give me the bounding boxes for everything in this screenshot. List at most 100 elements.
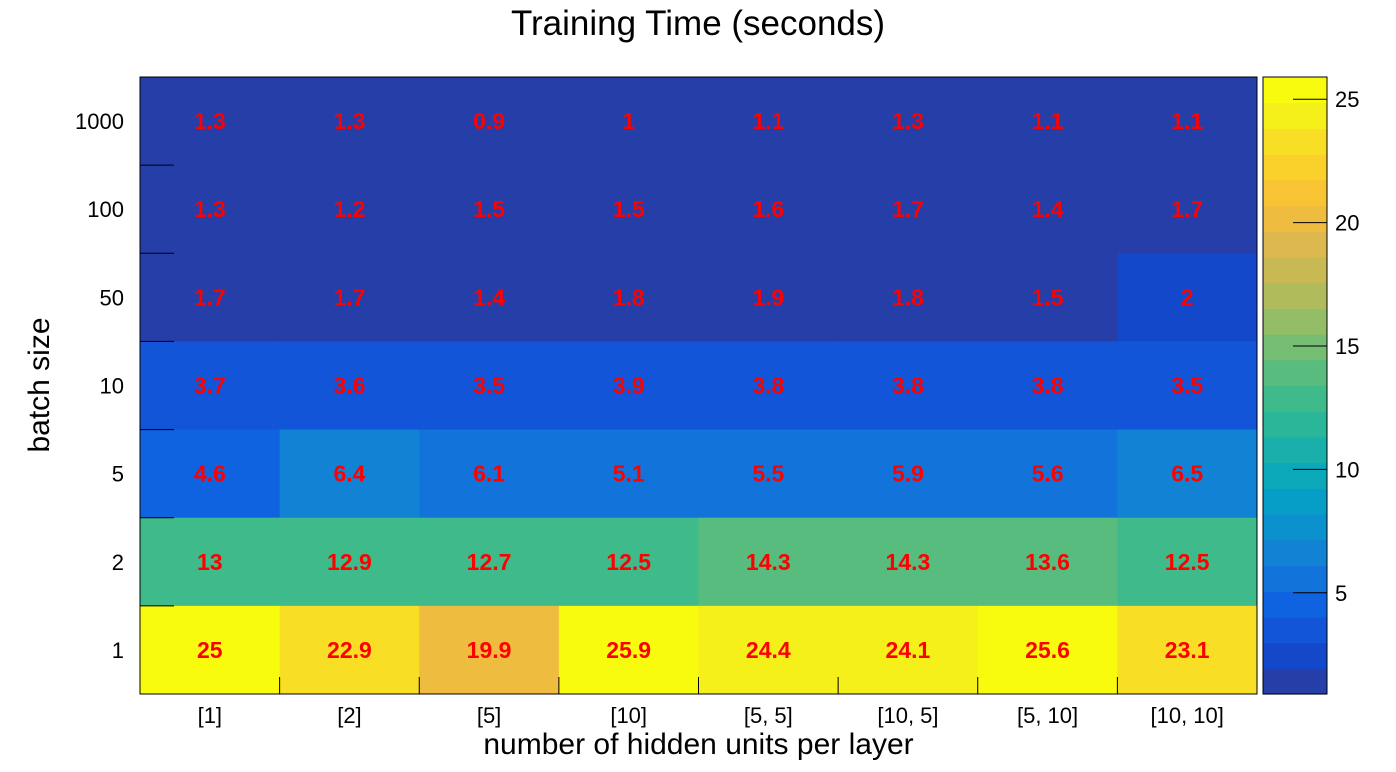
cell-value-label: 1.9 [752, 284, 784, 310]
cell-value-label: 14.3 [746, 549, 791, 575]
cell-value-label: 12.5 [606, 549, 651, 575]
colorbar-tick-label: 15 [1335, 334, 1359, 359]
y-tick-label: 100 [87, 197, 124, 222]
colorbar-tick-label: 5 [1335, 581, 1347, 606]
y-tick-label: 50 [100, 285, 124, 310]
heatmap-cell [977, 517, 1118, 607]
heatmap-cell [419, 253, 560, 342]
heatmap-cell [838, 253, 979, 342]
cell-value-label: 1.3 [194, 196, 226, 222]
heatmap-cell [419, 429, 560, 519]
colorbar-segment [1263, 256, 1327, 284]
colorbar-segment [1263, 308, 1327, 335]
heatmap-cell [558, 429, 699, 519]
x-tick-label: [5, 10] [1017, 703, 1078, 728]
heatmap-cell [977, 605, 1118, 695]
y-tick-label: 1 [112, 638, 124, 663]
cell-value-label: 3.8 [892, 373, 924, 399]
x-tick-label: [1] [198, 703, 222, 728]
heatmap-cell [140, 253, 281, 342]
colorbar-segment [1263, 488, 1327, 515]
cell-value-label: 1.7 [333, 284, 365, 310]
heatmap-cell [1117, 341, 1258, 431]
heatmap-cell [977, 341, 1118, 431]
heatmap-cell [558, 77, 699, 166]
y-tick-label: 10 [100, 374, 124, 399]
heatmap-cell [140, 77, 281, 166]
cell-value-label: 12.5 [1165, 549, 1210, 575]
heatmap-cell [838, 429, 979, 519]
heatmap-cell [698, 341, 839, 431]
cell-value-label: 24.4 [746, 637, 791, 663]
heatmap-cell [140, 429, 281, 519]
cell-value-label: 1.8 [892, 284, 924, 310]
colorbar-segment [1263, 334, 1327, 361]
cell-value-label: 1.7 [1171, 196, 1203, 222]
cell-value-label: 1.4 [1032, 196, 1064, 222]
colorbar-segment [1263, 668, 1327, 695]
colorbar-segment [1263, 565, 1327, 592]
colorbar-segment [1263, 616, 1327, 644]
cell-value-label: 5.9 [892, 461, 924, 487]
heatmap-cell [698, 429, 839, 519]
cell-value-label: 1.4 [473, 284, 505, 310]
cell-value-label: 1.3 [892, 108, 924, 134]
heatmap-cell [698, 77, 839, 166]
x-tick-label: [10, 5] [877, 703, 938, 728]
heatmap-cell [838, 165, 979, 254]
cell-value-label: 2 [1181, 284, 1194, 310]
cell-value-label: 1.8 [613, 284, 645, 310]
colorbar-segment [1263, 154, 1327, 181]
y-tick-label: 1000 [75, 109, 124, 134]
cell-value-label: 1.1 [752, 108, 784, 134]
x-tick-label: [5] [477, 703, 501, 728]
cell-value-label: 3.6 [333, 373, 365, 399]
cell-value-label: 1.7 [892, 196, 924, 222]
heatmap-cell [977, 253, 1118, 342]
heatmap-cell [279, 605, 420, 695]
heatmap-cell [279, 429, 420, 519]
heatmap-cell [419, 341, 560, 431]
heatmap-cell [977, 77, 1118, 166]
heatmap-cell [838, 341, 979, 431]
heatmap-cell [977, 429, 1118, 519]
cell-value-label: 1.5 [613, 196, 645, 222]
heatmap-cell [838, 605, 979, 695]
heatmap-cell [1117, 517, 1258, 607]
cell-value-label: 14.3 [886, 549, 931, 575]
x-tick-label: [10] [610, 703, 647, 728]
colorbar-segment [1263, 436, 1327, 464]
heatmap-cell [419, 605, 560, 695]
heatmap-cell [419, 165, 560, 254]
heatmap-cell [419, 77, 560, 166]
cell-value-label: 0.9 [473, 108, 505, 134]
heatmap-cell [1117, 429, 1258, 519]
y-tick-label: 5 [112, 462, 124, 487]
colorbar-tick-label: 20 [1335, 211, 1359, 236]
cell-value-label: 25 [197, 637, 223, 663]
cell-value-label: 1.5 [473, 196, 505, 222]
x-axis-label: number of hidden units per layer [483, 728, 914, 761]
heatmap-cell [698, 253, 839, 342]
cell-value-label: 3.7 [194, 373, 226, 399]
heatmap-cell [977, 165, 1118, 254]
cell-value-label: 1.3 [194, 108, 226, 134]
cell-value-label: 3.8 [1032, 373, 1064, 399]
cell-value-label: 5.1 [613, 461, 645, 487]
cell-value-label: 4.6 [194, 461, 226, 487]
colorbar-segment [1263, 282, 1327, 309]
cell-value-label: 13 [197, 549, 223, 575]
heatmap-cell [279, 341, 420, 431]
cell-value-label: 1.3 [333, 108, 365, 134]
heatmap-cell [140, 517, 281, 607]
colorbar-tick-label: 25 [1335, 87, 1359, 112]
cell-value-label: 3.9 [613, 373, 645, 399]
colorbar-segment [1263, 359, 1327, 387]
heatmap-cell [558, 605, 699, 695]
heatmap-cell [558, 341, 699, 431]
cell-value-label: 1.1 [1032, 108, 1064, 134]
colorbar-segment [1263, 102, 1327, 130]
colorbar-segment [1263, 205, 1327, 232]
colorbar-segment [1263, 539, 1327, 567]
